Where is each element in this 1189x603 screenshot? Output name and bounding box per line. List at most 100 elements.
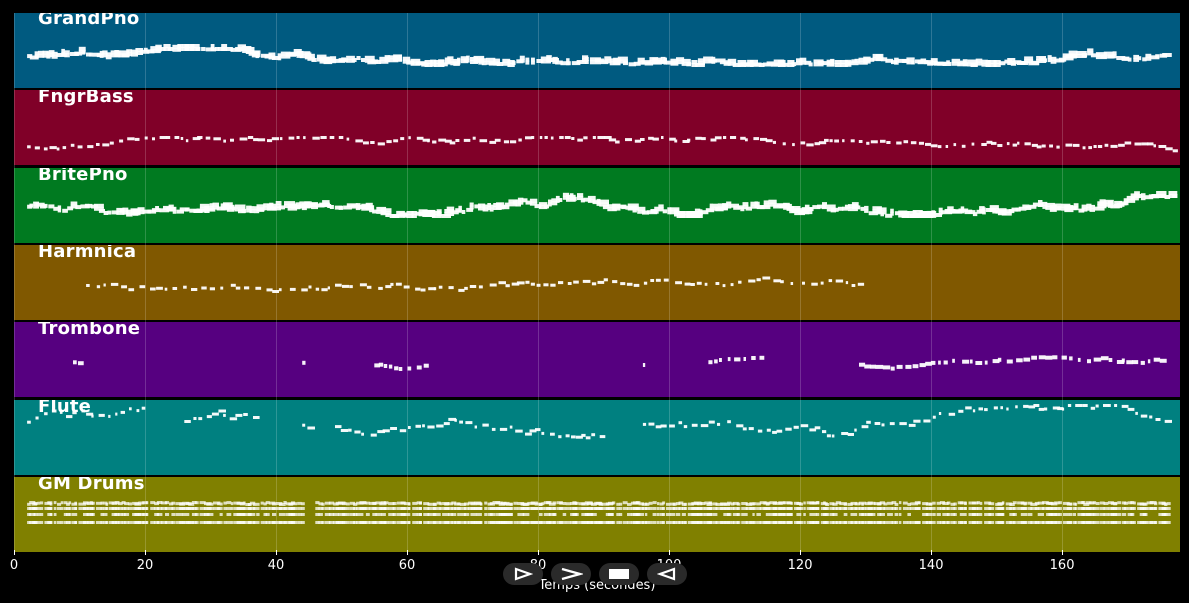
note	[301, 520, 305, 524]
note	[1017, 520, 1025, 524]
note	[657, 512, 660, 516]
note	[257, 138, 266, 142]
note	[62, 146, 67, 150]
note	[499, 427, 508, 431]
note	[612, 203, 621, 208]
note	[670, 520, 675, 524]
note	[1077, 506, 1085, 510]
note	[635, 512, 641, 516]
note	[1153, 144, 1156, 148]
note	[399, 428, 407, 432]
note	[772, 506, 777, 510]
note	[1028, 405, 1036, 409]
note	[885, 58, 894, 63]
stop-button[interactable]	[599, 563, 639, 585]
note	[778, 60, 786, 64]
note	[887, 506, 893, 510]
note	[509, 520, 513, 524]
note	[599, 199, 609, 204]
note	[898, 512, 902, 516]
note	[247, 512, 251, 516]
note	[213, 501, 221, 505]
note	[213, 137, 221, 141]
track-trombone[interactable]: Trombone	[14, 322, 1180, 398]
play-outline-button[interactable]	[503, 563, 543, 585]
note	[258, 207, 265, 212]
note	[404, 502, 411, 506]
note	[635, 501, 641, 505]
note	[782, 506, 791, 510]
track-harmnica[interactable]: Harmnica	[14, 244, 1180, 320]
note	[474, 204, 481, 209]
note	[851, 201, 859, 206]
track-fngrbass[interactable]: FngrBass	[14, 90, 1180, 166]
note	[217, 506, 220, 510]
note	[979, 512, 983, 516]
note	[1042, 204, 1048, 209]
note	[412, 501, 418, 505]
note	[46, 51, 51, 56]
note	[1134, 142, 1142, 146]
note	[922, 512, 929, 516]
note	[1103, 520, 1109, 524]
note	[199, 501, 206, 505]
note	[722, 284, 726, 288]
note	[165, 506, 170, 510]
note	[575, 512, 579, 516]
track-gm-drums[interactable]: GM Drums	[14, 476, 1180, 552]
forward-button[interactable]	[551, 563, 591, 585]
note	[255, 54, 259, 59]
note	[513, 501, 518, 505]
note	[102, 50, 108, 55]
note	[913, 419, 921, 423]
rewind-button[interactable]	[647, 563, 687, 585]
note	[400, 137, 405, 141]
note	[841, 431, 849, 435]
note	[169, 502, 174, 506]
note	[365, 506, 370, 510]
note	[439, 506, 443, 510]
note	[637, 209, 646, 214]
track-flute[interactable]: Flute	[14, 399, 1180, 475]
track-grandpno[interactable]: GrandPno	[14, 13, 1180, 88]
note	[1017, 142, 1020, 146]
grid-line	[14, 13, 15, 550]
note	[268, 52, 276, 57]
note	[1092, 520, 1097, 524]
note	[658, 204, 664, 209]
track-label: Harmnica	[38, 244, 137, 262]
note	[366, 285, 372, 289]
note	[302, 361, 306, 366]
note	[679, 210, 686, 215]
note	[704, 282, 708, 286]
note	[392, 213, 400, 218]
note	[697, 506, 703, 510]
note	[622, 520, 628, 524]
note	[129, 406, 132, 410]
note	[901, 213, 910, 218]
track-britepno[interactable]: BritePno	[14, 167, 1180, 243]
note	[654, 206, 659, 211]
note	[1130, 506, 1135, 510]
note	[1047, 58, 1052, 63]
note	[491, 427, 496, 431]
note	[63, 520, 68, 524]
note	[117, 506, 123, 510]
note	[1042, 506, 1049, 510]
note	[384, 55, 391, 60]
note	[539, 204, 548, 209]
note	[942, 501, 949, 505]
note	[541, 431, 545, 435]
note	[1005, 208, 1013, 213]
note	[772, 141, 776, 145]
note	[840, 60, 848, 64]
note	[453, 61, 460, 66]
note	[839, 506, 847, 510]
note	[988, 63, 997, 67]
note	[1112, 54, 1117, 59]
note	[512, 200, 517, 205]
note	[1142, 506, 1148, 510]
note	[1142, 520, 1148, 524]
note	[1010, 61, 1017, 66]
note	[1058, 501, 1062, 505]
